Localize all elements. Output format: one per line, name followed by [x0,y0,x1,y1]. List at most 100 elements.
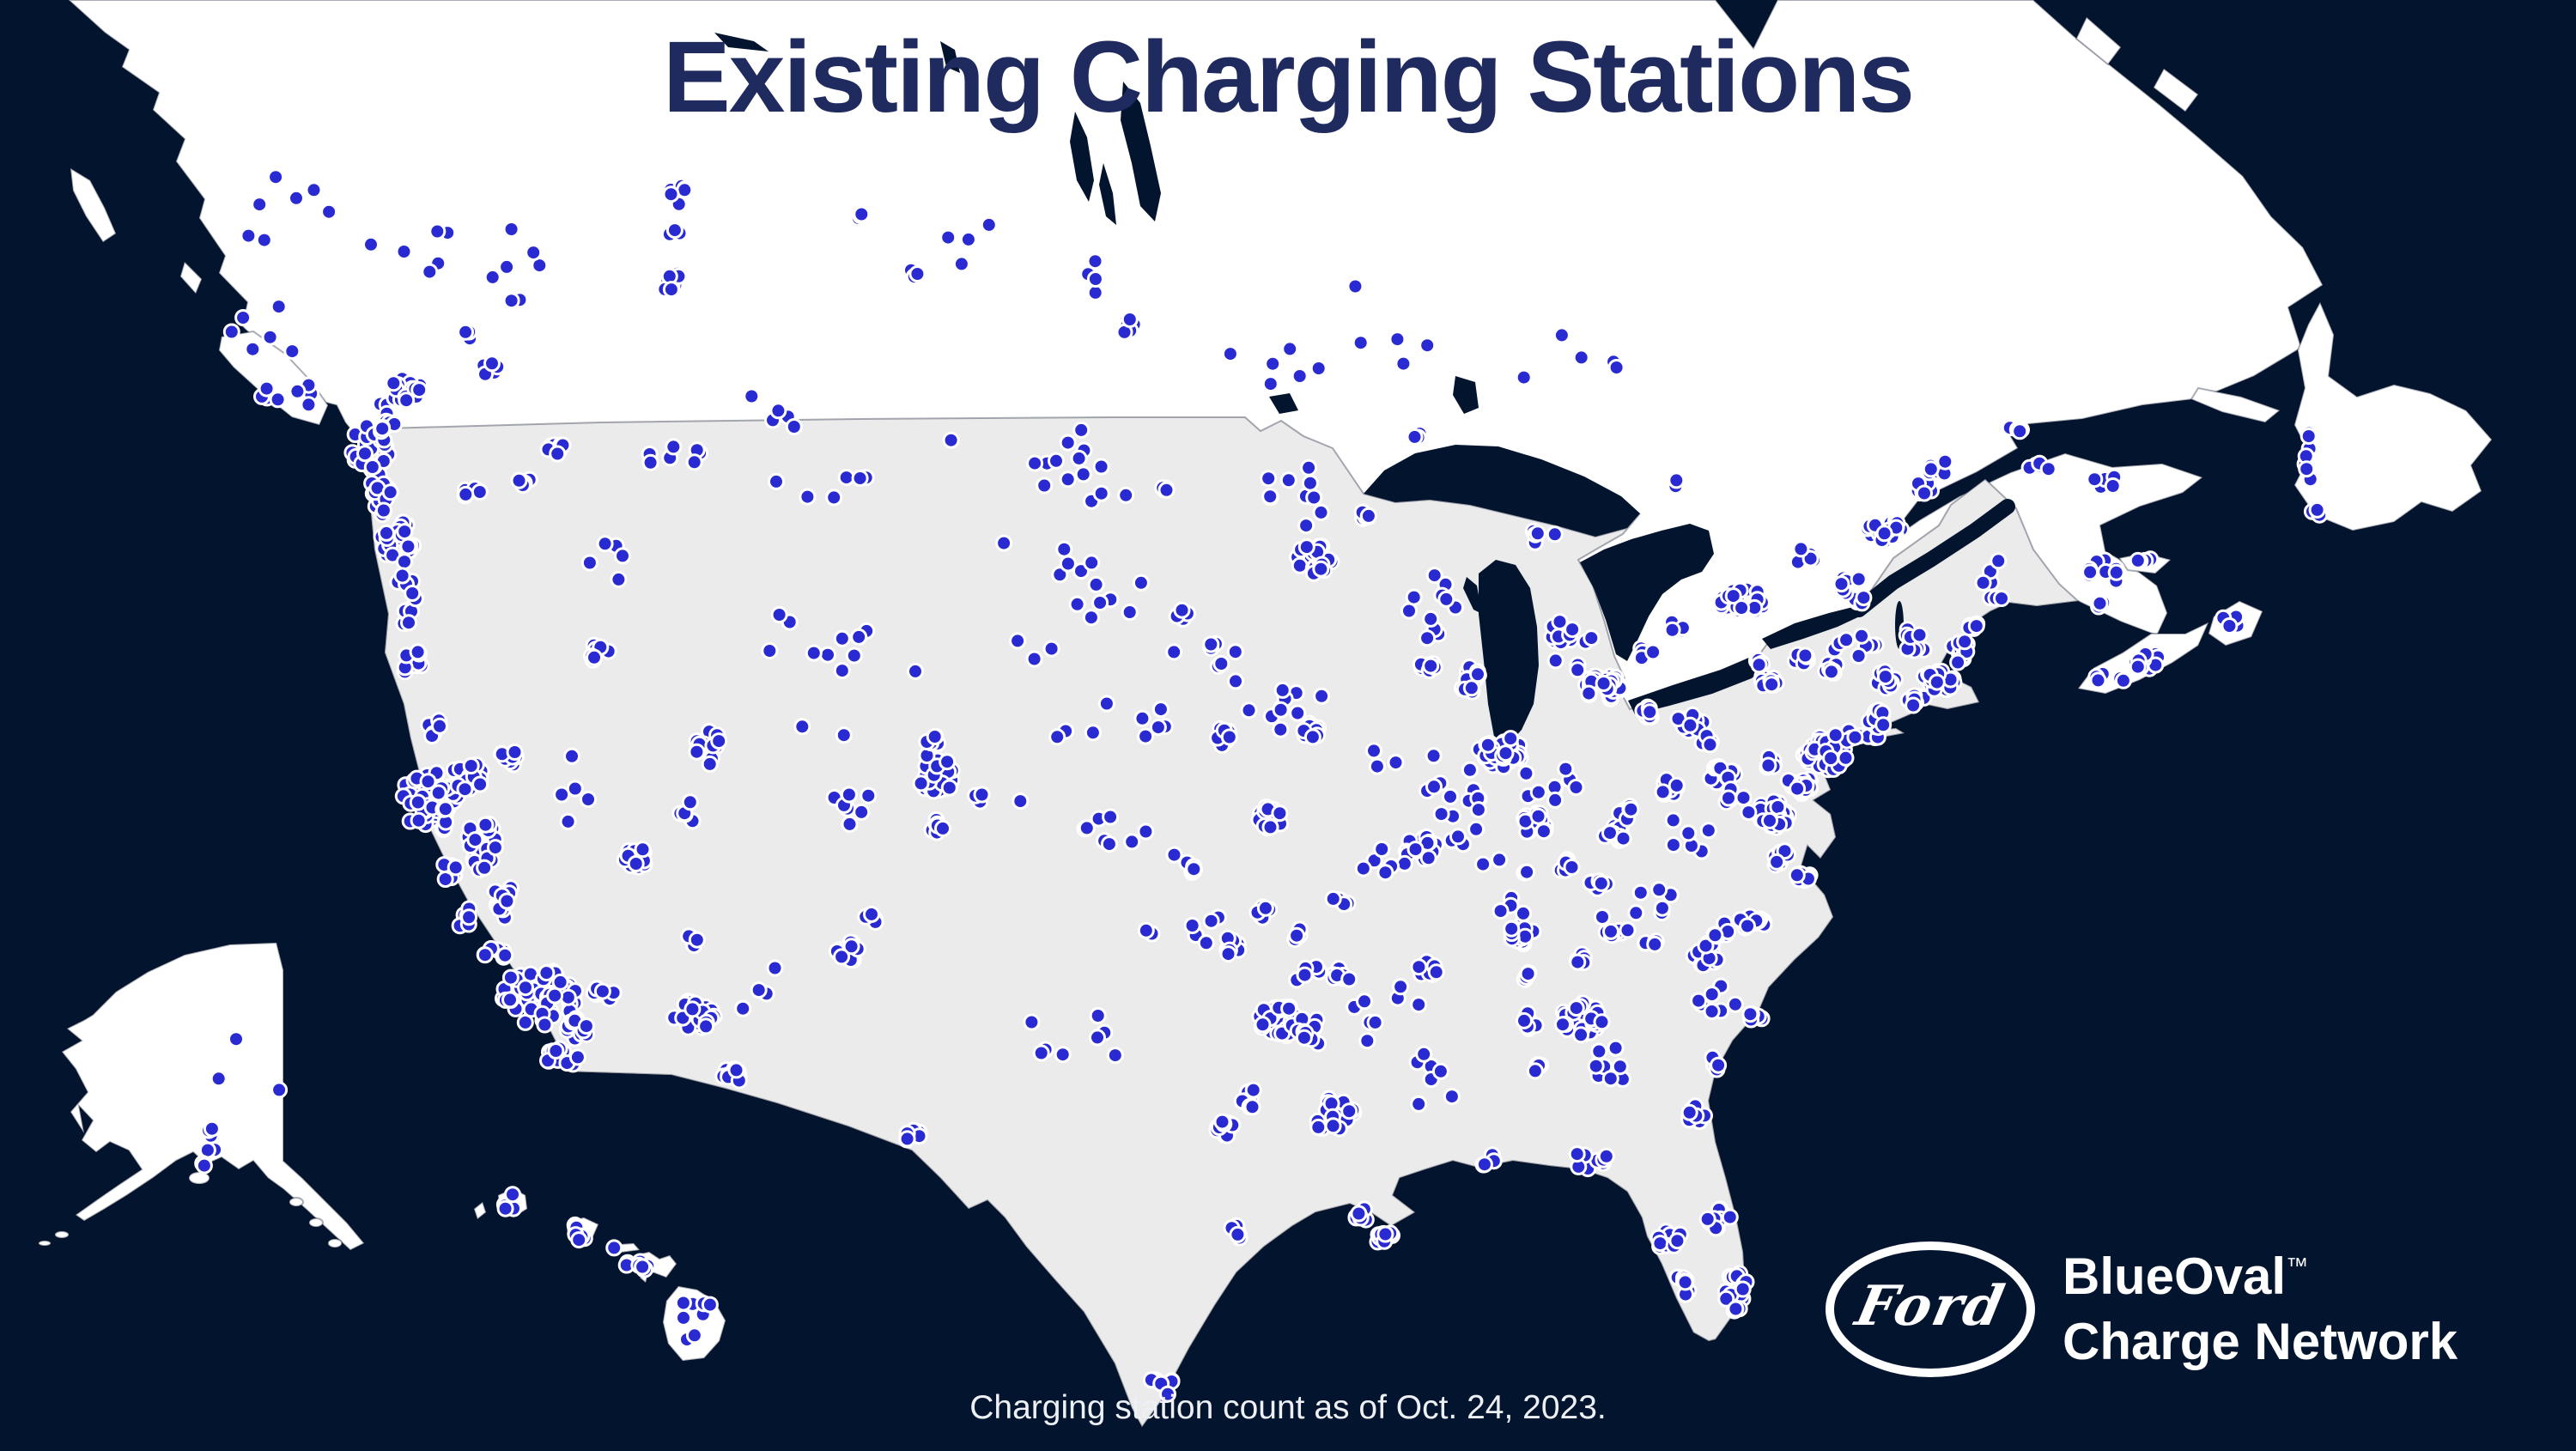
station-dot [1949,653,1967,671]
station-dot [683,1000,702,1018]
station-dot [1546,791,1564,809]
station-dot [1121,604,1139,621]
station-dot [1324,889,1342,908]
station-dot [362,235,380,253]
station-dot [400,614,417,632]
station-dot [1048,728,1066,746]
station-dot [1734,1280,1752,1298]
station-dot [476,946,494,964]
trademark-symbol: ™ [2286,1252,2309,1278]
station-dot [973,786,991,804]
station-dot [1690,992,1708,1010]
station-dot [1492,902,1510,920]
station-dot [743,387,761,405]
station-dot [486,839,504,857]
station-dot [1289,704,1307,722]
station-dot [1590,1042,1608,1060]
station-dot [222,323,240,341]
station-dot [466,831,484,849]
station-dot [1366,1013,1384,1031]
station-dot [517,979,534,997]
station-dot [1789,780,1807,798]
station-dot [498,258,516,276]
station-dot [1406,428,1424,446]
station-dot [1149,719,1167,737]
station-dot [596,535,614,553]
station-dot [471,775,489,793]
station-dot [1100,835,1118,853]
station-dot [1502,730,1520,748]
station-dot [1221,345,1239,363]
station-dot [1846,728,1864,746]
station-dot [1406,841,1425,859]
station-dot [1750,656,1768,674]
ford-oval-icon: Ford [1826,1242,2035,1377]
lake-nipigon [1453,376,1479,414]
station-dot [1087,575,1105,593]
station-dot [1091,594,1109,611]
station-dot [1089,1007,1107,1024]
station-dot [1703,986,1721,1004]
station-dot [952,255,970,273]
station-dot [1359,507,1377,525]
station-dot [1676,1273,1694,1291]
station-dot [1410,958,1428,976]
station-dot [1462,679,1480,697]
station-dot [2129,658,2147,676]
station-dot [934,819,951,837]
station-dot [1405,588,1423,606]
station-dot [1165,643,1183,661]
station-dot [1654,783,1672,801]
green-bay [1463,577,1482,614]
panhandle-islet [308,1217,324,1228]
station-dot [1529,807,1547,825]
station-dot [2300,428,2318,445]
station-dot [1410,996,1428,1014]
station-dot [1607,359,1625,376]
station-dot [1569,953,1587,971]
station-dot [1197,934,1215,952]
station-dot [995,534,1013,552]
station-dot [833,948,851,966]
station-dot [1422,657,1440,675]
station-dot [1243,1098,1261,1116]
station-dot [1202,635,1220,653]
station-dot [1059,471,1077,489]
station-dot [727,1061,745,1079]
labrador-coast-islet [2152,67,2200,113]
haida-gwaii-island [69,167,118,244]
station-dot [1312,503,1330,521]
station-dot [1733,599,1751,616]
station-dot [1059,434,1077,452]
station-dot [2081,563,2099,581]
station-dot [1515,904,1532,922]
station-dot [1529,783,1547,801]
station-dot [1083,554,1101,572]
station-dot [2129,551,2147,569]
station-dot [393,567,411,585]
station-dot [2221,617,2239,634]
station-dot [1425,567,1443,585]
station-dot [1280,999,1298,1017]
station-dot [258,379,276,398]
station-dot [1086,252,1104,270]
station-dot [1264,355,1282,373]
station-dot [1026,454,1044,472]
station-dot [1373,841,1391,858]
station-dot [1469,801,1487,819]
station-dot [1072,421,1091,439]
station-dot [1279,471,1297,489]
station-dot [1956,633,1974,651]
station-dot [1244,1081,1262,1099]
station-dot [195,1157,213,1175]
station-dot [1720,789,1737,807]
station-dot [1256,899,1274,917]
station-dot [501,991,519,1009]
station-dot [1876,668,1894,686]
station-dot [1449,828,1467,846]
station-dot [460,908,478,926]
station-dot [1165,846,1183,864]
station-dot [1229,1225,1247,1243]
station-dot [1614,829,1632,847]
station-dot [641,453,659,471]
